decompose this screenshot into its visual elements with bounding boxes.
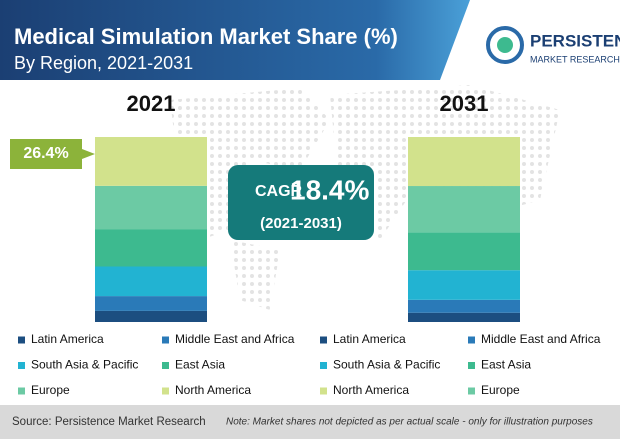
legend-swatch bbox=[320, 336, 327, 344]
cagr-box: CAGR 18.4% (2021-2031) bbox=[228, 165, 374, 240]
legend-label: Europe bbox=[31, 383, 70, 397]
footer bbox=[0, 405, 620, 439]
chart-title: Medical Simulation Market Share (%) bbox=[14, 24, 398, 49]
header-banner bbox=[0, 0, 470, 80]
legend-label: South Asia & Pacific bbox=[31, 358, 138, 372]
year-label: 2031 bbox=[440, 91, 489, 116]
brand-name: PERSISTENCE bbox=[530, 31, 620, 50]
chart-subtitle: By Region, 2021-2031 bbox=[14, 53, 193, 73]
bar-segment bbox=[408, 232, 520, 271]
bar-segment bbox=[95, 185, 207, 230]
legend-label: North America bbox=[175, 383, 251, 397]
logo: PERSISTENCE MARKET RESEARCH bbox=[486, 26, 620, 64]
brand-tagline: MARKET RESEARCH bbox=[530, 54, 620, 64]
legend-label: Latin America bbox=[333, 332, 406, 346]
legend-swatch bbox=[18, 362, 25, 369]
legend-label: East Asia bbox=[175, 358, 225, 372]
legend-swatch bbox=[18, 336, 25, 344]
legend-label: Latin America bbox=[31, 332, 104, 346]
bar-segment bbox=[95, 137, 207, 186]
bar-segment bbox=[95, 266, 207, 297]
legend-swatch bbox=[18, 387, 25, 395]
legend-swatch bbox=[468, 362, 475, 369]
cagr-period: (2021-2031) bbox=[260, 215, 342, 232]
callout-box bbox=[10, 139, 95, 169]
legend-label: South Asia & Pacific bbox=[333, 358, 440, 372]
bar-segment bbox=[95, 296, 207, 311]
logo-mark bbox=[486, 26, 524, 64]
logo-dot bbox=[497, 37, 513, 53]
note: Note: Market shares not depicted as per … bbox=[226, 417, 593, 428]
legend-swatch bbox=[162, 336, 169, 344]
source: Source: Persistence Market Research bbox=[12, 416, 206, 428]
bar-segment bbox=[408, 137, 520, 187]
bar-segment bbox=[408, 299, 520, 313]
legend-label: North America bbox=[333, 383, 409, 397]
legend-label: East Asia bbox=[481, 358, 531, 372]
legend-swatch bbox=[162, 387, 169, 395]
bar-segment bbox=[95, 310, 207, 322]
legend-swatch bbox=[320, 387, 327, 395]
year-label: 2021 bbox=[127, 91, 176, 116]
legend-swatch bbox=[468, 336, 475, 344]
bar-segment bbox=[408, 186, 520, 233]
cagr-background bbox=[228, 165, 374, 240]
legend-label: Middle East and Africa bbox=[175, 332, 295, 346]
legend-swatch bbox=[320, 362, 327, 369]
legend-swatch bbox=[468, 387, 475, 395]
value-label: 26.4% bbox=[23, 145, 68, 162]
cagr-value: 18.4% bbox=[290, 174, 369, 205]
legend-swatch bbox=[162, 362, 169, 369]
cagr-label: CAGR bbox=[255, 183, 303, 200]
legend-label: Europe bbox=[481, 383, 520, 397]
bar-segment bbox=[95, 229, 207, 267]
bar-segment bbox=[408, 312, 520, 322]
legend-label: Middle East and Africa bbox=[481, 332, 601, 346]
bar-segment bbox=[408, 270, 520, 300]
